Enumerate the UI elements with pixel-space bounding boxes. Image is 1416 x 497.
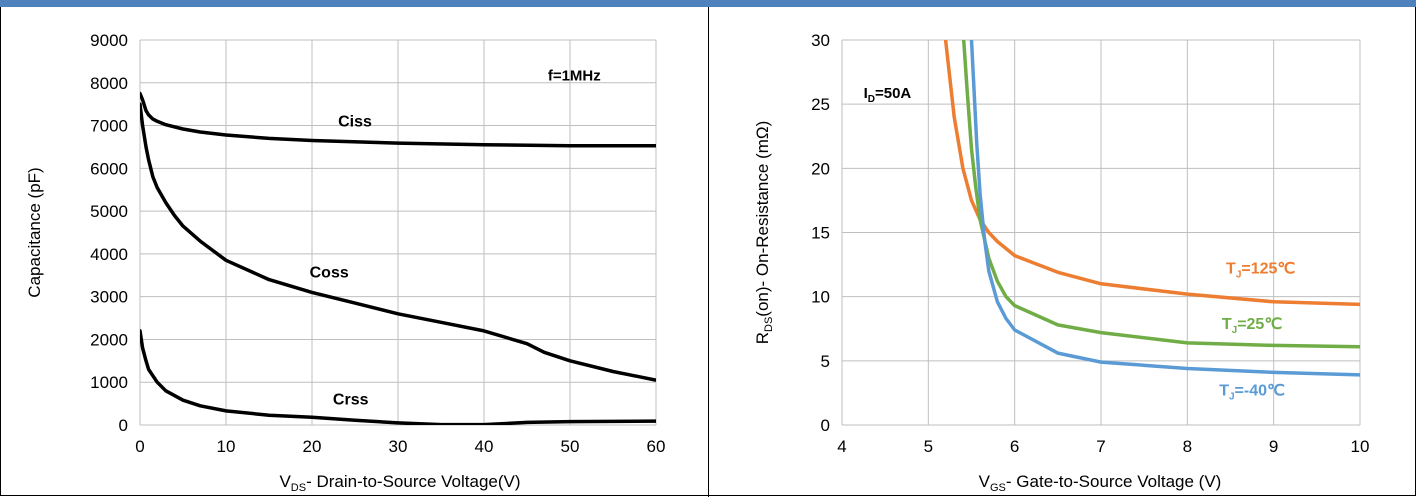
series-label: TJ=-40℃	[1219, 382, 1285, 402]
x-tick-label: 20	[303, 437, 322, 456]
y-tick-label: 4000	[90, 245, 128, 264]
y-tick-label: 0	[119, 416, 128, 435]
y-tick-label: 0	[821, 416, 830, 435]
x-tick-label: 10	[217, 437, 236, 456]
chart-1: 0 1000 2000 3000 4000 5000 6000 7000 8000 9000 0 10…	[25, 31, 665, 494]
y-tick-label: 8000	[90, 74, 128, 93]
x-tick-label: 0	[135, 437, 144, 456]
x-tick-label: 4	[837, 437, 846, 456]
series-line-2	[140, 102, 656, 382]
series-line-1	[943, 40, 1360, 307]
panel-divider	[708, 7, 709, 497]
current-annotation: ID=50A	[864, 85, 912, 105]
x-tick-label: 9	[1269, 437, 1278, 456]
series-line-3	[140, 329, 656, 425]
series-label: Coss	[310, 264, 349, 281]
y-tick-label: 10	[811, 288, 830, 307]
x-tick-label: 5	[924, 437, 933, 456]
y-tick-label: 1000	[90, 373, 128, 392]
x-tick-label: 50	[561, 437, 580, 456]
chart-2: 0 5 10 15 20 25 30 4 5 6 7 8 9 10 VGS- Gate-to-Source …	[753, 31, 1369, 494]
series-label: TJ=25℃	[1222, 316, 1282, 336]
y-tick-label: 3000	[90, 288, 128, 307]
series-line-2	[961, 40, 1360, 349]
y-tick-label: 30	[811, 31, 830, 50]
x-tick-label: 7	[1096, 437, 1105, 456]
y-axis-label: RDS(on)- On-Resistance (mΩ)	[753, 121, 775, 345]
y-tick-label: 6000	[90, 159, 128, 178]
x-tick-label: 8	[1183, 437, 1192, 456]
series-label: Crss	[333, 391, 369, 408]
y-tick-label: 5	[821, 352, 830, 371]
x-tick-label: 40	[475, 437, 494, 456]
y-axis-label: Capacitance (pF)	[25, 167, 44, 297]
series-label: TJ=125℃	[1226, 261, 1295, 281]
x-tick-label: 10	[1351, 437, 1370, 456]
x-axis-label: VDS- Drain-to-Source Voltage(V)	[279, 472, 520, 494]
series-line-3	[969, 40, 1360, 377]
series-line-1	[140, 91, 656, 148]
y-tick-label: 25	[811, 95, 830, 114]
y-tick-label: 20	[811, 159, 830, 178]
x-axis-label: VGS- Gate-to-Source Voltage (V)	[979, 472, 1222, 494]
x-tick-label: 6	[1010, 437, 1019, 456]
x-tick-label: 30	[389, 437, 408, 456]
header-bar	[0, 0, 1416, 7]
y-tick-label: 2000	[90, 330, 128, 349]
y-tick-label: 7000	[90, 117, 128, 136]
y-tick-label: 9000	[90, 31, 128, 50]
y-tick-label: 5000	[90, 202, 128, 221]
series-label: Ciss	[338, 113, 372, 130]
x-tick-label: 60	[647, 437, 666, 456]
y-tick-label: 15	[811, 224, 830, 243]
frequency-annotation: f=1MHz	[548, 68, 601, 85]
